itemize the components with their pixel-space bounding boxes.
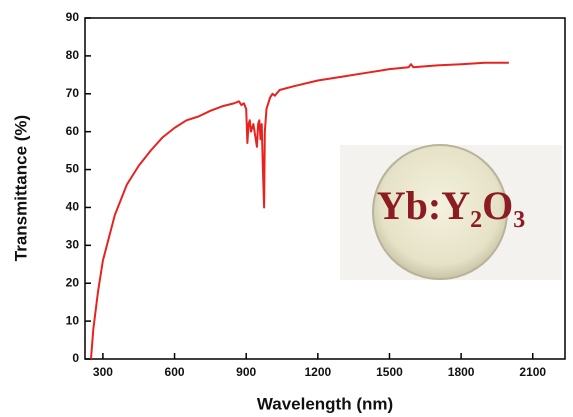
- y-tick-label: 60: [66, 124, 80, 138]
- x-tick-label: 300: [93, 365, 113, 379]
- y-tick-label: 80: [66, 48, 80, 62]
- x-tick-label: 900: [236, 365, 256, 379]
- y-axis-label: Transmittance (%): [11, 115, 30, 261]
- x-tick-label: 1500: [376, 365, 403, 379]
- y-tick-label: 40: [66, 200, 80, 214]
- y-tick-label: 30: [66, 238, 80, 252]
- y-tick-label: 90: [66, 10, 80, 24]
- x-tick-label: 1800: [448, 365, 475, 379]
- y-tick-label: 0: [72, 351, 79, 365]
- x-axis-label: Wavelength (nm): [257, 394, 393, 413]
- x-tick-label: 1200: [304, 365, 331, 379]
- x-tick-label: 2100: [519, 365, 546, 379]
- x-tick-label: 600: [165, 365, 185, 379]
- y-tick-label: 10: [66, 313, 80, 327]
- y-tick-label: 70: [66, 86, 80, 100]
- plot-frame: [84, 17, 566, 360]
- y-tick-label: 50: [66, 162, 80, 176]
- data-line: [89, 61, 509, 360]
- annotation: Yb:Y₂O₃: [377, 183, 525, 228]
- sample-disk: [372, 144, 508, 280]
- y-tick-label: 20: [66, 275, 80, 289]
